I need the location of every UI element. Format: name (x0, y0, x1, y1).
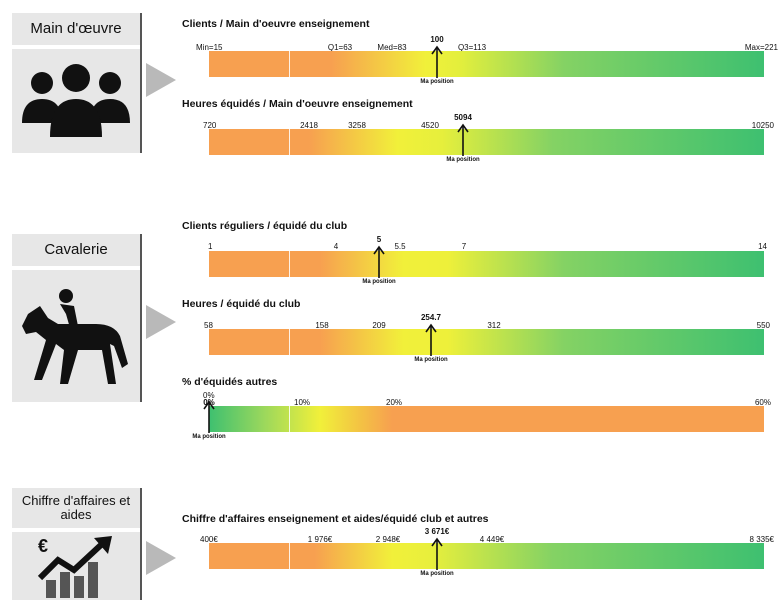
position-value: 5094 (454, 113, 472, 122)
gradient-bar (209, 129, 764, 155)
pointer-arrow (146, 541, 176, 575)
tick-label: 10250 (751, 121, 774, 130)
tick-label: 58 (204, 321, 213, 330)
divider (140, 234, 142, 402)
tick-label: 5.5 (394, 242, 406, 251)
gradient-bar (209, 406, 764, 432)
position-value: 100 (430, 35, 444, 44)
tick-label: 400€ (200, 535, 218, 544)
tick-label: 720 (203, 121, 217, 130)
position-label: Ma position (420, 79, 454, 85)
tick-label: 4 (333, 242, 339, 251)
tick-label: 60% (754, 398, 771, 407)
gradient-bar (209, 543, 764, 569)
euro-growth-chart-icon: € (12, 532, 140, 600)
section-cavalerie: Cavalerie (12, 234, 140, 402)
chart-title: Heures / équidé du club (182, 298, 301, 310)
horse-rider-icon (12, 270, 140, 402)
section-chiffre-affaires: Chiffre d'affaires et aides € (12, 488, 140, 600)
tick-label: 2418 (300, 121, 318, 130)
pointer-arrow (146, 63, 176, 97)
position-arrow-icon (431, 45, 443, 78)
tick-label: Min=15 (196, 43, 223, 52)
tick-label: 312 (487, 321, 501, 330)
tick-label: 209 (372, 321, 386, 330)
position-value: 5 (376, 235, 382, 244)
position-label: Ma position (192, 434, 226, 440)
gradient-bar (209, 329, 764, 355)
tick-label: 4520 (421, 121, 439, 130)
position-label: Ma position (420, 571, 454, 577)
tick-label: Max=221 (744, 43, 778, 52)
svg-text:€: € (38, 536, 48, 556)
tick-label: 1 (208, 242, 213, 251)
tick-label: 0% (203, 391, 215, 400)
position-arrow-icon (431, 537, 443, 570)
tick-label: Q1=63 (327, 43, 353, 52)
section-title: Cavalerie (12, 234, 140, 266)
position-arrow-icon (373, 245, 385, 278)
tick-label: 2 948€ (375, 535, 401, 544)
position-label: Ma position (414, 357, 448, 363)
section-title: Main d'œuvre (12, 13, 140, 45)
tick-label: 10% (293, 398, 311, 407)
tick-label: 1 976€ (307, 535, 333, 544)
position-value: 3 671€ (424, 527, 450, 536)
gradient-bar (209, 251, 764, 277)
section-main-oeuvre: Main d'œuvre (12, 13, 140, 153)
divider (140, 13, 142, 153)
tick-label: 8 335€ (749, 535, 774, 544)
tick-label: 20% (385, 398, 403, 407)
divider (140, 488, 142, 600)
tick-label: 4 449€ (479, 535, 505, 544)
position-label: Ma position (446, 157, 480, 163)
position-value: 254.7 (420, 313, 442, 322)
tick-label: 550 (756, 321, 770, 330)
gradient-bar (209, 51, 764, 77)
tick-label: 7 (461, 242, 467, 251)
chart-title: Chiffre d'affaires enseignement et aides… (182, 513, 489, 525)
chart-title: Heures équidés / Main d'oeuvre enseignem… (182, 98, 413, 110)
tick-label: Med=83 (377, 43, 407, 52)
people-group-icon (12, 49, 140, 153)
tick-label: Q3=113 (457, 43, 487, 52)
chart-title: Clients réguliers / équidé du club (182, 220, 348, 232)
tick-label: 14 (758, 242, 767, 251)
chart-title: Clients / Main d'oeuvre enseignement (182, 18, 370, 30)
tick-label: 3258 (348, 121, 366, 130)
position-label: Ma position (362, 279, 396, 285)
position-arrow-icon (457, 123, 469, 156)
section-title: Chiffre d'affaires et aides (12, 488, 140, 528)
tick-label: 158 (315, 321, 329, 330)
position-arrow-icon (425, 323, 437, 356)
pointer-arrow (146, 305, 176, 339)
chart-title: % d'équidés autres (182, 376, 278, 388)
position-arrow-icon (203, 400, 215, 433)
